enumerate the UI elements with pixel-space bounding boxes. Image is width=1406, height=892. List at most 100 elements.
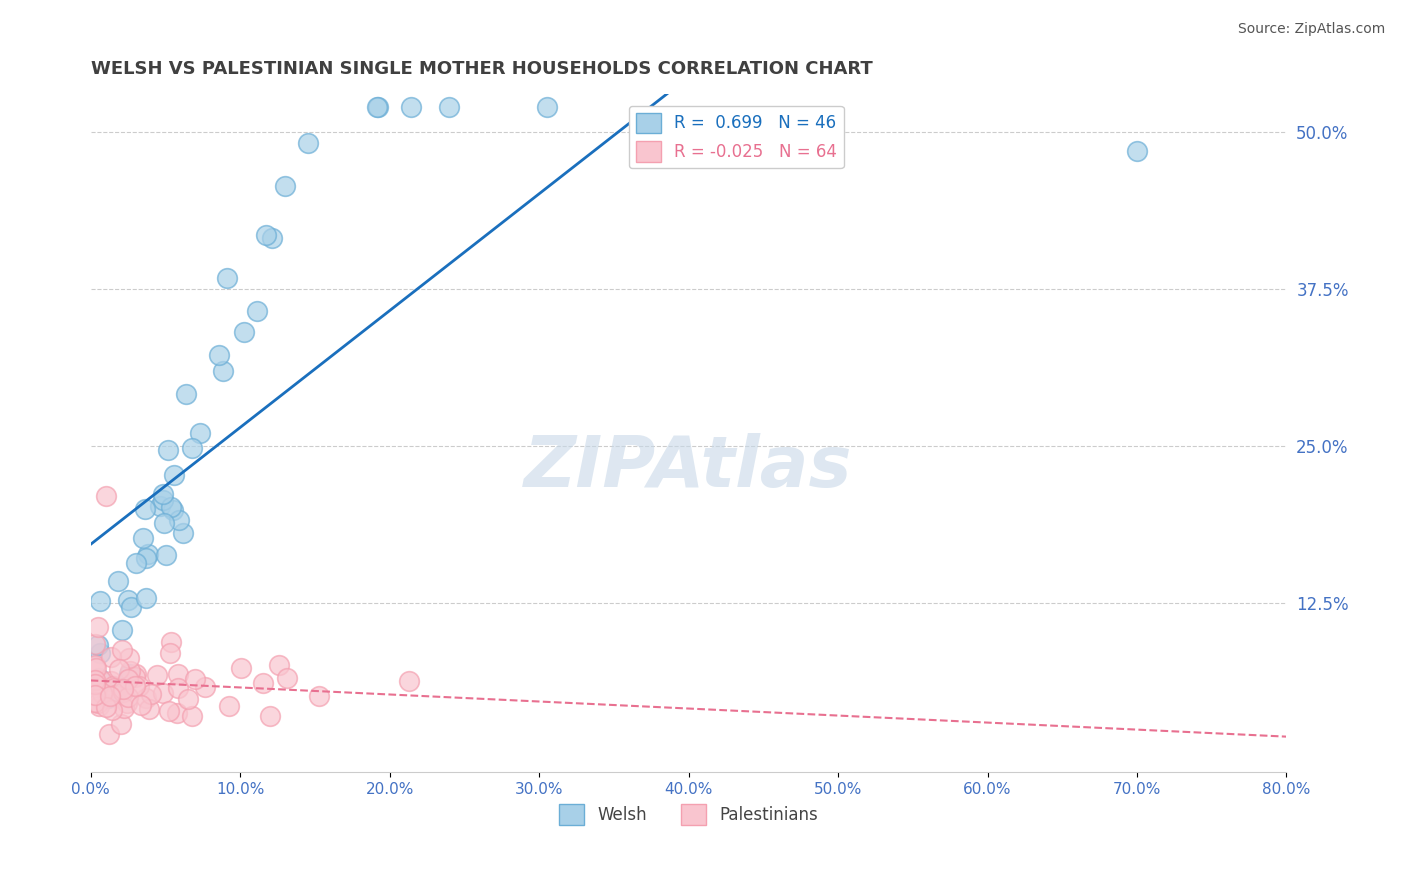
- Point: [100, 649, 122, 664]
- Point: [98, 689, 121, 703]
- Point: [260, 231, 283, 245]
- Point: [536, 100, 558, 114]
- Text: WELSH VS PALESTINIAN SINGLE MOTHER HOUSEHOLDS CORRELATION CHART: WELSH VS PALESTINIAN SINGLE MOTHER HOUSE…: [90, 60, 872, 78]
- Point: [135, 690, 157, 705]
- Point: [108, 681, 131, 695]
- Point: [163, 468, 186, 483]
- Point: [131, 698, 153, 712]
- Point: [167, 666, 190, 681]
- Point: [160, 500, 183, 514]
- Point: [84, 673, 107, 687]
- Point: [84, 657, 107, 672]
- Point: [125, 556, 148, 570]
- Point: [162, 503, 184, 517]
- Point: [184, 673, 207, 687]
- Point: [104, 688, 127, 702]
- Point: [84, 659, 107, 673]
- Point: [233, 325, 256, 339]
- Point: [101, 679, 124, 693]
- Point: [152, 686, 174, 700]
- Point: [194, 680, 217, 694]
- Point: [149, 499, 172, 513]
- Point: [107, 662, 129, 676]
- Point: [101, 703, 124, 717]
- Point: [152, 487, 174, 501]
- Point: [1126, 144, 1149, 158]
- Point: [208, 348, 231, 362]
- Text: ZIPAtlas: ZIPAtlas: [524, 433, 853, 501]
- Point: [84, 637, 107, 651]
- Point: [84, 696, 107, 710]
- Point: [136, 547, 159, 561]
- Point: [267, 658, 290, 673]
- Point: [124, 679, 146, 693]
- Point: [308, 689, 330, 703]
- Point: [90, 673, 112, 687]
- Point: [94, 489, 117, 503]
- Point: [399, 100, 422, 114]
- Point: [152, 493, 174, 508]
- Point: [84, 661, 107, 675]
- Point: [128, 679, 150, 693]
- Point: [107, 574, 129, 588]
- Point: [153, 516, 176, 530]
- Point: [111, 642, 134, 657]
- Point: [97, 727, 120, 741]
- Point: [181, 441, 204, 455]
- Point: [160, 635, 183, 649]
- Point: [89, 646, 111, 660]
- Point: [87, 620, 110, 634]
- Point: [103, 681, 125, 695]
- Point: [174, 387, 197, 401]
- Point: [134, 501, 156, 516]
- Point: [89, 678, 111, 692]
- Point: [117, 690, 139, 705]
- Point: [166, 706, 188, 720]
- Point: [110, 716, 132, 731]
- Point: [367, 100, 389, 114]
- Point: [94, 699, 117, 714]
- Point: [112, 684, 135, 698]
- Point: [211, 364, 233, 378]
- Point: [135, 551, 157, 566]
- Point: [297, 136, 319, 150]
- Legend: Welsh, Palestinians: Welsh, Palestinians: [553, 797, 824, 831]
- Point: [89, 594, 111, 608]
- Point: [111, 624, 134, 638]
- Point: [120, 665, 142, 679]
- Point: [274, 179, 297, 194]
- Point: [218, 698, 240, 713]
- Point: [117, 672, 139, 686]
- Point: [159, 647, 181, 661]
- Point: [180, 709, 202, 723]
- Point: [252, 676, 274, 690]
- Point: [125, 667, 148, 681]
- Point: [112, 701, 135, 715]
- Point: [87, 638, 110, 652]
- Point: [366, 100, 388, 114]
- Point: [177, 692, 200, 706]
- Point: [118, 667, 141, 681]
- Point: [139, 687, 162, 701]
- Point: [131, 531, 153, 545]
- Point: [91, 686, 114, 700]
- Point: [84, 688, 107, 702]
- Point: [84, 677, 107, 691]
- Point: [159, 705, 181, 719]
- Point: [167, 513, 190, 527]
- Point: [117, 593, 139, 607]
- Point: [120, 599, 142, 614]
- Point: [166, 681, 188, 695]
- Point: [118, 650, 141, 665]
- Point: [215, 271, 238, 285]
- Point: [135, 591, 157, 605]
- Point: [276, 671, 298, 685]
- Point: [87, 671, 110, 685]
- Point: [229, 661, 252, 675]
- Point: [254, 227, 277, 242]
- Point: [100, 674, 122, 689]
- Point: [157, 443, 180, 458]
- Point: [172, 526, 194, 541]
- Point: [97, 690, 120, 705]
- Point: [89, 699, 111, 714]
